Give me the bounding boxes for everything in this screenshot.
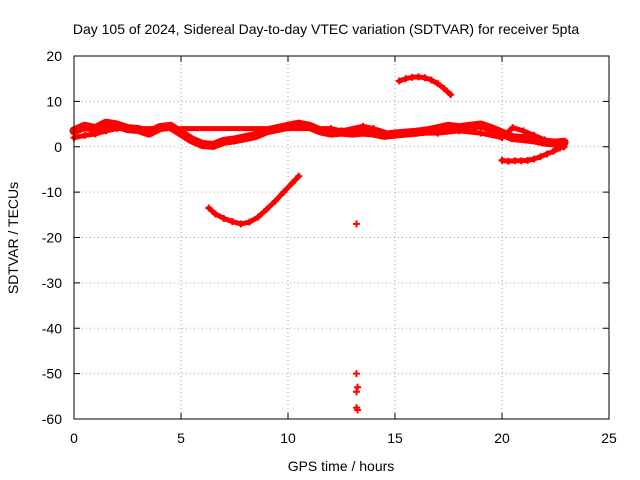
low-arc-point — [288, 179, 296, 187]
y-tick-label: -10 — [42, 184, 62, 200]
late-low-segment-point — [504, 157, 512, 165]
y-tick-label: -40 — [42, 320, 62, 336]
high-arc-point — [402, 75, 410, 83]
y-tick-label: -50 — [42, 366, 62, 382]
secondary-band-point — [113, 125, 121, 133]
outliers-point — [354, 383, 362, 391]
main-band-point — [359, 128, 367, 136]
secondary-band-point — [91, 130, 99, 138]
main-band-point — [231, 136, 238, 144]
main-band-point — [509, 134, 517, 142]
main-band-point — [209, 141, 217, 149]
low-arc-point — [254, 213, 262, 221]
x-tick-label: 0 — [70, 430, 78, 446]
low-arc-point — [211, 210, 219, 218]
low-arc-point — [295, 172, 303, 180]
high-arc-point — [408, 73, 416, 81]
chart-title: Day 105 of 2024, Sidereal Day-to-day VTE… — [73, 21, 580, 37]
low-arc-point — [271, 197, 279, 205]
late-low-segment-point — [543, 150, 551, 158]
y-tick-label: 10 — [46, 93, 62, 109]
high-arc-point — [395, 77, 403, 85]
secondary-band-point — [530, 131, 538, 139]
y-tick-label: 0 — [54, 139, 62, 155]
y-tick-label: 20 — [46, 48, 62, 64]
late-low-segment-point — [498, 156, 506, 164]
secondary-band-point — [477, 129, 485, 137]
outliers-point — [352, 388, 360, 396]
secondary-band-point — [370, 125, 378, 133]
secondary-band-point — [338, 127, 345, 135]
secondary-band-point — [455, 127, 463, 135]
secondary-band-point — [434, 129, 442, 137]
data-points — [69, 73, 569, 414]
x-axis-label: GPS time / hours — [288, 458, 395, 474]
secondary-band-point — [509, 124, 517, 132]
low-arc-point — [228, 218, 236, 226]
high-arc-point — [415, 73, 423, 81]
x-tick-label: 5 — [177, 430, 185, 446]
late-low-segment-point — [524, 156, 532, 164]
late-low-segment-point — [549, 147, 557, 155]
secondary-band-point — [102, 127, 110, 135]
main-band-point — [487, 125, 495, 133]
y-tick-label: -30 — [42, 275, 62, 291]
low-arc-point — [245, 218, 253, 226]
outliers-point — [352, 370, 360, 378]
main-band-point — [445, 122, 452, 130]
late-low-segment-point — [530, 155, 538, 163]
grid — [74, 56, 609, 419]
low-arc-point — [220, 214, 228, 222]
high-arc-point — [427, 76, 435, 84]
late-low-segment-point — [537, 153, 545, 161]
secondary-band-point — [541, 136, 549, 144]
main-band-point — [220, 137, 228, 145]
low-arc-point — [263, 205, 271, 213]
main-band-point — [519, 135, 527, 143]
main-band-point — [102, 119, 110, 127]
outliers-point — [352, 220, 360, 228]
secondary-band-point — [552, 140, 559, 148]
high-arc-point — [421, 74, 429, 82]
main-band-point — [188, 136, 196, 144]
secondary-band-point — [391, 131, 399, 139]
x-tick-label: 15 — [387, 430, 403, 446]
high-arc-point — [440, 85, 448, 93]
secondary-band-point — [412, 129, 420, 137]
low-arc-point — [280, 188, 288, 196]
x-tick-label: 10 — [280, 430, 296, 446]
secondary-band-point — [81, 131, 89, 139]
high-arc-point — [447, 91, 455, 99]
main-band-point — [477, 121, 485, 129]
main-band-point — [466, 122, 474, 130]
x-tick-label: 25 — [601, 430, 617, 446]
late-low-segment-point — [511, 157, 519, 165]
y-tick-label: -60 — [42, 411, 62, 427]
low-arc-trace — [206, 173, 302, 227]
low-arc-point — [237, 220, 245, 228]
secondary-band-point — [498, 134, 506, 142]
y-tick-label: -20 — [42, 230, 62, 246]
main-band-point — [198, 140, 206, 148]
secondary-band-point — [519, 127, 527, 135]
main-band-point — [81, 122, 89, 130]
main-band-point — [252, 131, 260, 139]
outliers-point — [354, 406, 362, 414]
late-low-segment-point — [517, 157, 525, 165]
late-low-segment-point — [556, 144, 564, 152]
secondary-band-point — [359, 122, 367, 130]
low-arc-point — [205, 204, 213, 212]
axes: 0 5 10 15 20 25 -60 -50 -40 -30 -20 -10 0 10 20 — [42, 48, 617, 446]
x-tick-label: 20 — [494, 430, 510, 446]
y-axis-label: SDTVAR / TECUs — [5, 182, 21, 294]
high-arc-point — [434, 80, 442, 88]
secondary-band-point — [327, 125, 335, 133]
late-low-segment-point — [560, 143, 568, 151]
main-band-point — [241, 134, 249, 142]
